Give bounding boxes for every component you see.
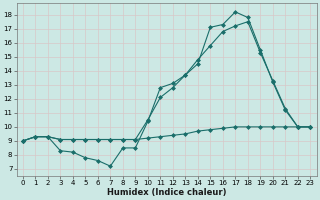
X-axis label: Humidex (Indice chaleur): Humidex (Indice chaleur) [107, 188, 226, 197]
